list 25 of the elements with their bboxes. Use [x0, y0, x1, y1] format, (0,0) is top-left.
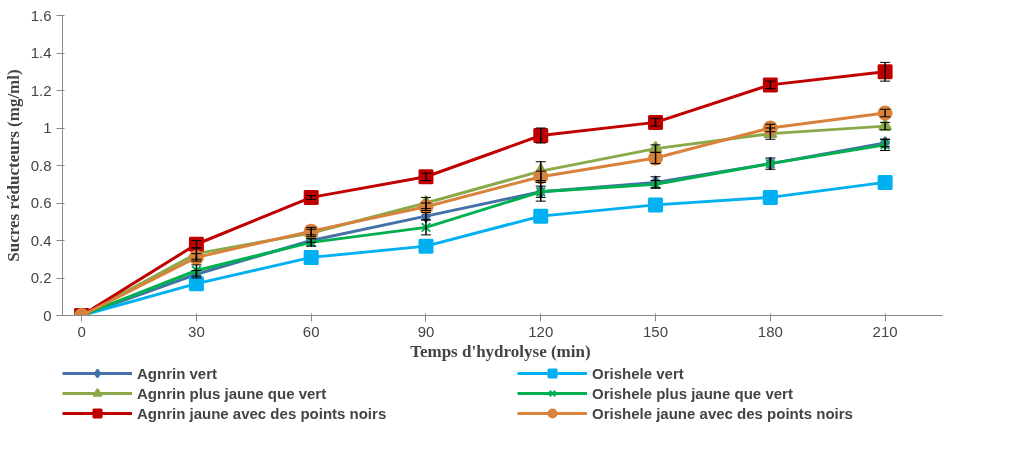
y-tick-label: 1 [43, 119, 52, 136]
x-tick-label: 120 [528, 322, 554, 340]
legend-label: Orishele jaune avec des points noirs [592, 403, 854, 423]
legend-label: Agnrin plus jaune que vert [137, 383, 328, 403]
x-tick-label: 0 [77, 322, 86, 340]
y-tick-label: 1.2 [30, 81, 52, 99]
x-axis-title: Temps d'hydrolyse (min) [410, 341, 591, 361]
x-tick-label: 60 [302, 322, 320, 340]
x-tick-label: 150 [643, 322, 669, 340]
x-tick-label: 210 [872, 322, 898, 340]
y-tick-label: 0.4 [30, 231, 52, 249]
legend-label: Agnrin jaune avec des points noirs [137, 403, 388, 423]
y-tick-label: 0 [43, 306, 52, 324]
y-axis-title: Sucres réducteurs (mg/ml) [3, 69, 23, 262]
legend-label: Agnrin vert [137, 363, 218, 383]
y-tick-label: 0.6 [30, 194, 52, 211]
y-tick-label: 1.4 [30, 44, 52, 61]
x-tick-label: 30 [188, 322, 205, 340]
x-tick-label: 90 [417, 322, 435, 340]
y-tick-label: 0.8 [30, 156, 52, 174]
y-tick-label: 1.6 [30, 6, 52, 24]
legend-label: Orishele vert [592, 363, 685, 383]
legend-label: Orishele plus jaune que vert [592, 383, 794, 403]
x-tick-label: 180 [757, 322, 783, 340]
y-tick-label: 0.2 [30, 269, 52, 286]
